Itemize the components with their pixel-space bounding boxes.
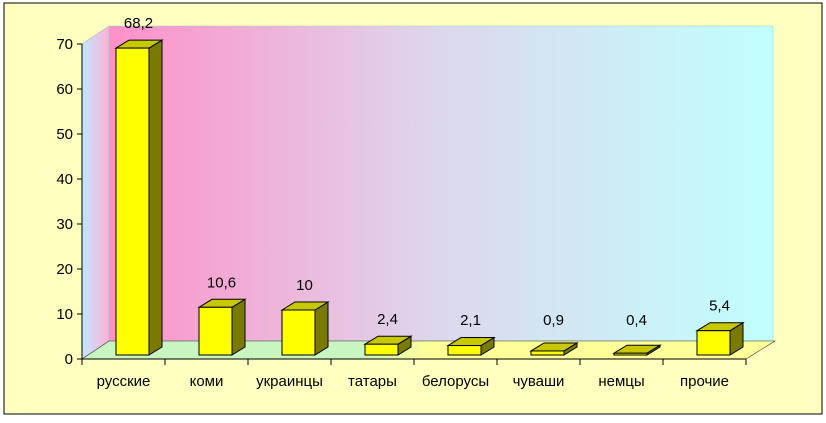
- data-label: 10,6: [207, 274, 236, 291]
- y-tick-label: 50: [56, 126, 73, 143]
- bar-front: [281, 309, 316, 356]
- x-tick-label: русские: [97, 373, 151, 390]
- data-label: 5,4: [709, 298, 730, 315]
- y-tick-label: 20: [56, 261, 73, 278]
- x-tick-label: татары: [348, 373, 397, 390]
- bar-front: [447, 345, 482, 356]
- side-wall: [81, 25, 110, 360]
- x-tick-label: чуваши: [513, 373, 565, 390]
- y-tick-label: 0: [65, 351, 73, 368]
- data-label: 0,9: [543, 312, 564, 329]
- bar-front: [696, 330, 731, 356]
- y-axis: 0 10 20 30 40 50 60 70: [56, 36, 83, 368]
- bar: 10,6: [197, 274, 247, 356]
- bars-group: 68,2 10,6 10 2,4 2,1 0,9 0,4 5,4: [114, 15, 745, 356]
- y-tick-label: 40: [56, 171, 73, 188]
- bar-side: [231, 298, 246, 356]
- bar: 2,1: [446, 312, 496, 356]
- bar: 0,4: [612, 312, 662, 356]
- data-label: 10: [296, 277, 313, 294]
- y-tick-label: 60: [56, 81, 73, 98]
- bar-front: [530, 350, 565, 356]
- bar: 2,4: [363, 311, 413, 356]
- bar: 5,4: [695, 298, 745, 356]
- x-tick-label: коми: [190, 373, 224, 390]
- bar: 10: [280, 277, 330, 356]
- y-tick-label: 10: [56, 306, 73, 323]
- bar-front: [613, 352, 648, 356]
- y-tick-label: 30: [56, 216, 73, 233]
- data-label: 2,1: [460, 312, 481, 329]
- data-label: 68,2: [124, 15, 153, 32]
- y-tick-label: 70: [56, 36, 73, 53]
- floor: [81, 340, 777, 360]
- bar-front: [115, 47, 150, 356]
- bar-front: [198, 306, 233, 356]
- data-label: 2,4: [377, 311, 398, 328]
- plot-background: [81, 25, 777, 360]
- x-axis: русские коми украинцы татары белорусы чуваши н…: [81, 358, 747, 390]
- bar-side: [314, 301, 329, 356]
- x-tick-label: украинцы: [256, 373, 323, 390]
- x-tick-label: прочие: [680, 373, 729, 390]
- bar: 0,9: [529, 312, 579, 356]
- x-tick-label: немцы: [598, 373, 644, 390]
- bar: 68,2: [114, 15, 164, 356]
- data-label: 0,4: [626, 312, 647, 329]
- bar-side: [148, 39, 163, 356]
- back-wall: [108, 25, 774, 342]
- bar-front: [364, 343, 399, 356]
- x-tick-label: белорусы: [422, 373, 489, 390]
